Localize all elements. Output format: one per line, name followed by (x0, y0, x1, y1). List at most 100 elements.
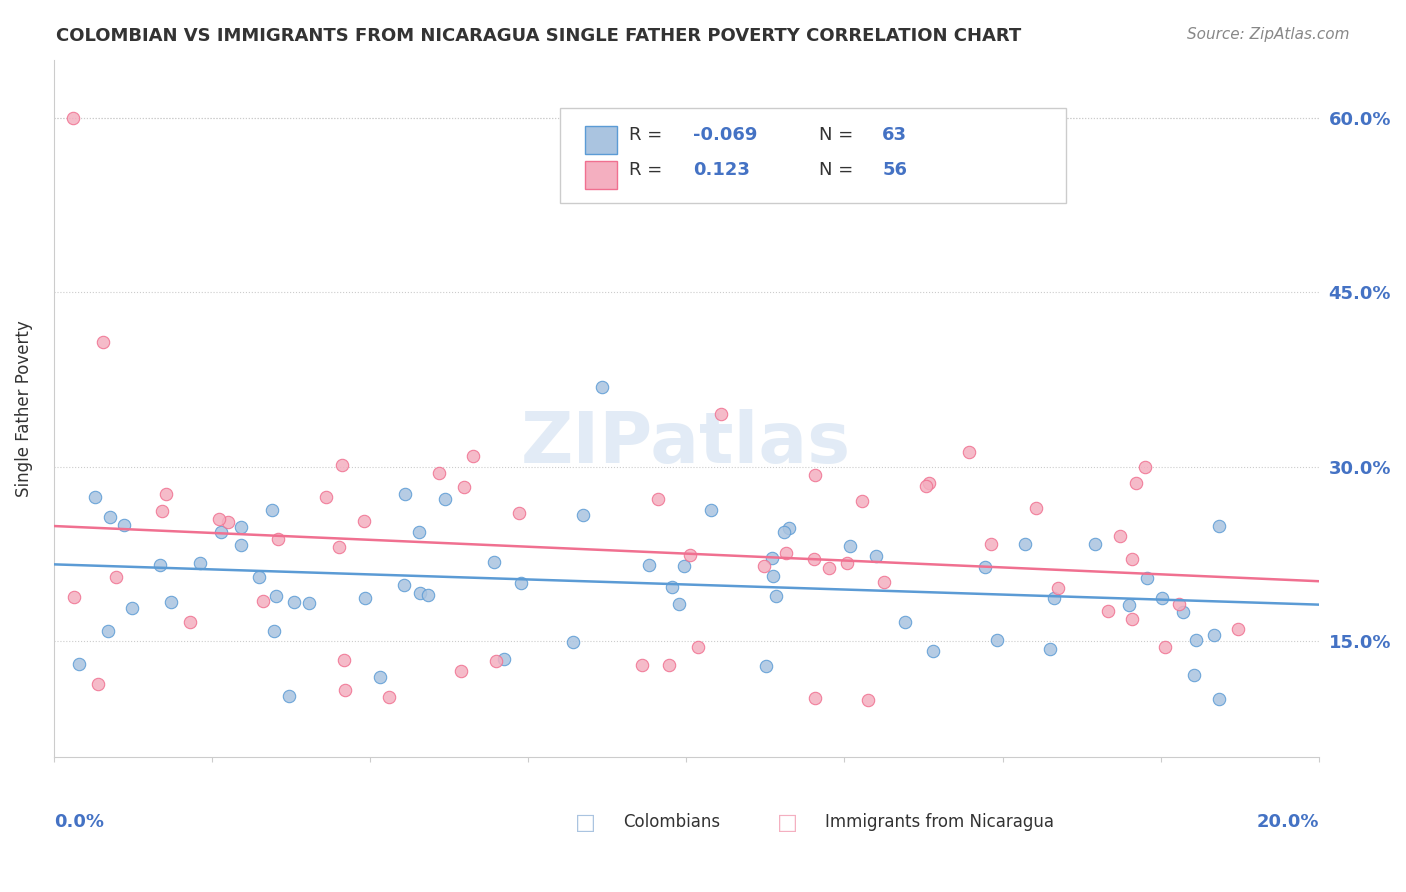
Point (353, 591, 375, 605)
Point (1185, 632, 1208, 647)
Point (394, 486, 416, 500)
Point (217, 515, 239, 529)
Point (62, 591, 84, 605)
Point (591, 380, 613, 394)
Point (155, 487, 177, 501)
Point (647, 492, 669, 507)
Text: -0.069: -0.069 (693, 126, 756, 144)
Point (330, 458, 353, 472)
Point (262, 503, 284, 517)
Point (333, 682, 356, 697)
Point (851, 493, 873, 508)
Point (980, 537, 1002, 551)
Point (211, 525, 233, 540)
Point (974, 559, 997, 574)
Point (492, 652, 515, 666)
Point (839, 539, 862, 553)
Point (761, 551, 783, 566)
Point (775, 546, 797, 560)
Point (1118, 598, 1140, 612)
Point (353, 514, 375, 528)
Point (915, 479, 938, 493)
Point (918, 476, 941, 491)
Text: 20.0%: 20.0% (1257, 814, 1319, 831)
Point (283, 595, 305, 609)
Point (1025, 501, 1047, 516)
Point (190, 556, 212, 570)
Point (98, 509, 121, 524)
Point (1204, 628, 1226, 642)
Point (571, 508, 593, 523)
Point (263, 624, 285, 638)
Point (315, 490, 337, 504)
Point (803, 467, 825, 482)
Point (482, 555, 505, 569)
Point (1121, 551, 1143, 566)
Point (752, 558, 775, 573)
Point (87, 677, 110, 691)
Point (267, 532, 290, 546)
Point (803, 552, 825, 566)
Point (1121, 612, 1143, 626)
Point (1046, 581, 1069, 595)
FancyBboxPatch shape (560, 109, 1066, 202)
Text: Immigrants from Nicaragua: Immigrants from Nicaragua (825, 814, 1054, 831)
Point (252, 594, 274, 608)
Point (986, 632, 1008, 647)
Point (149, 558, 172, 572)
Point (485, 655, 508, 669)
Point (377, 690, 399, 704)
Point (278, 689, 301, 703)
Point (208, 511, 231, 525)
Point (957, 445, 980, 459)
Point (1014, 537, 1036, 551)
Point (710, 407, 733, 421)
Point (873, 575, 896, 590)
Text: 63: 63 (883, 126, 907, 144)
Point (104, 570, 127, 584)
Point (91, 335, 114, 350)
Point (778, 521, 800, 535)
Point (67, 657, 90, 671)
Point (368, 670, 391, 684)
Point (160, 595, 183, 609)
Point (1125, 476, 1147, 491)
Text: COLOMBIAN VS IMMIGRANTS FROM NICARAGUA SINGLE FATHER POVERTY CORRELATION CHART: COLOMBIAN VS IMMIGRANTS FROM NICARAGUA S… (56, 27, 1022, 45)
Point (433, 492, 456, 507)
Point (509, 575, 531, 590)
Text: N =: N = (820, 161, 859, 179)
Point (561, 635, 583, 649)
Point (392, 577, 415, 591)
Point (427, 466, 450, 480)
Point (893, 615, 915, 629)
Point (1135, 459, 1157, 474)
Y-axis label: Single Father Poverty: Single Father Poverty (15, 320, 32, 497)
Point (679, 548, 702, 562)
Point (1154, 640, 1177, 655)
Point (1043, 591, 1066, 605)
Point (264, 589, 287, 603)
Point (1208, 518, 1230, 533)
Point (1182, 668, 1205, 682)
Point (1171, 605, 1194, 619)
Point (922, 644, 945, 658)
Text: 0.0%: 0.0% (53, 814, 104, 831)
Point (673, 559, 696, 574)
Point (231, 520, 253, 534)
Point (835, 556, 858, 570)
Point (247, 570, 270, 584)
Point (1084, 537, 1107, 551)
Text: □: □ (778, 814, 799, 833)
Point (84, 491, 107, 505)
Point (121, 601, 143, 615)
Text: R =: R = (630, 126, 668, 144)
Text: 56: 56 (883, 161, 907, 179)
Point (62, 111, 84, 125)
Point (453, 480, 475, 494)
Point (668, 598, 690, 612)
Point (818, 561, 841, 575)
Point (765, 589, 787, 603)
Text: N =: N = (820, 126, 859, 144)
Point (97, 624, 120, 639)
Point (150, 504, 173, 518)
